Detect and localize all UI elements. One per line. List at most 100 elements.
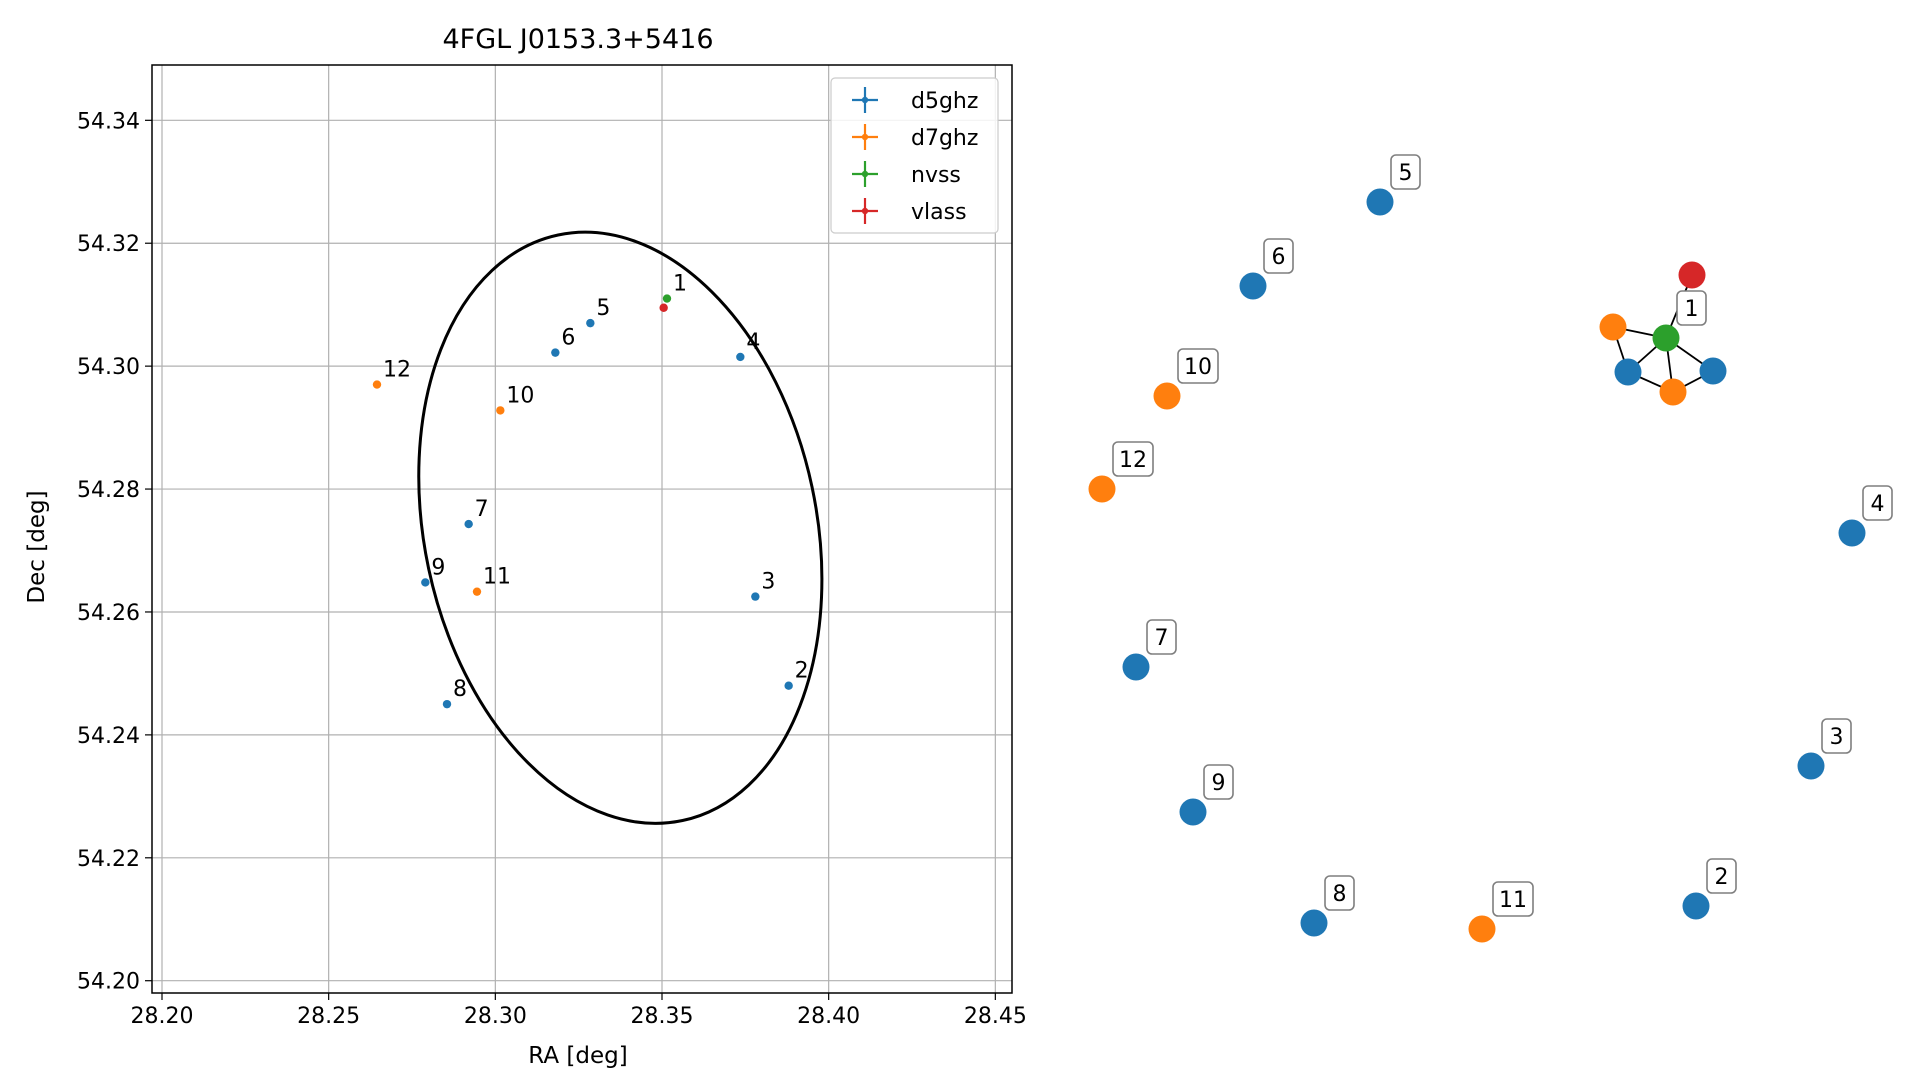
x-axis-label: RA [deg] — [528, 1043, 627, 1069]
graph-node — [1599, 313, 1627, 341]
graph-node — [1838, 519, 1866, 547]
legend-label: nvss — [911, 163, 961, 188]
legend-marker-dot — [861, 133, 869, 141]
legend-label: d5ghz — [911, 89, 978, 114]
point-label: 8 — [453, 677, 467, 702]
data-point-d5ghz — [784, 681, 793, 690]
graph-node-label: 3 — [1830, 725, 1844, 750]
x-tick-label: 28.25 — [297, 1004, 360, 1029]
point-label: 2 — [795, 659, 809, 684]
point-label: 12 — [383, 358, 411, 383]
legend: d5ghz d7ghz nvss vlass — [830, 77, 999, 234]
y-tick-label: 54.34 — [77, 109, 140, 134]
y-axis-label: Dec [deg] — [24, 490, 50, 603]
graph-node — [1179, 798, 1207, 826]
axis-ticks: 28.20 28.25 28.30 28.35 28.40 28.45 54.20 54.22… — [77, 109, 1027, 1029]
graph-node-label-box — [1390, 154, 1421, 190]
graph-node-label-box — [1177, 348, 1219, 384]
graph-node — [1239, 272, 1267, 300]
graph-node — [1153, 382, 1181, 410]
graph-node-label: 5 — [1399, 161, 1413, 186]
x-tick-label: 28.20 — [131, 1004, 194, 1029]
y-tick-label: 54.30 — [77, 355, 140, 380]
data-point-d7ghz — [472, 587, 482, 596]
legend-marker-dot — [861, 170, 869, 178]
graph-node-label-box — [1263, 238, 1294, 274]
legend-label: d7ghz — [911, 126, 978, 151]
graph-node — [1088, 475, 1116, 503]
graph-node — [1300, 909, 1328, 937]
graph-node-label: 12 — [1119, 448, 1147, 473]
graph-node-label: 7 — [1155, 626, 1169, 651]
graph-node-label-box — [1862, 485, 1893, 521]
localization-ellipse-curve — [417, 230, 824, 825]
graph-node-label: 6 — [1272, 245, 1286, 270]
point-label: 6 — [561, 326, 575, 351]
graph-node — [1614, 358, 1642, 386]
data-point-d5ghz — [464, 519, 473, 529]
data-point-d5ghz — [751, 592, 760, 601]
graph-node-label: 4 — [1871, 492, 1885, 517]
legend-label: vlass — [911, 200, 967, 225]
graph-node-label: 8 — [1333, 882, 1347, 907]
graph-node — [1652, 324, 1680, 352]
y-tick-label: 54.28 — [77, 478, 140, 503]
graph-node — [1366, 188, 1394, 216]
graph-node-label-box — [1324, 875, 1355, 911]
chart-title: 4FGL J0153.3+5416 — [442, 24, 713, 55]
graph-node — [1468, 915, 1496, 943]
point-label: 4 — [746, 330, 760, 355]
graph-node-label-box — [1821, 718, 1852, 754]
graph-node-label: 11 — [1499, 888, 1527, 913]
graph-node-label-box — [1492, 881, 1534, 917]
x-tick-label: 28.35 — [631, 1004, 694, 1029]
data-point-d7ghz — [496, 406, 505, 415]
data-point-vlass — [659, 303, 668, 312]
graph-node-label: 10 — [1184, 355, 1212, 380]
graph-node-label-box — [1706, 858, 1737, 894]
point-label: 7 — [475, 497, 489, 522]
graph-node-label: 2 — [1715, 865, 1729, 890]
data-point-d7ghz — [372, 380, 382, 389]
data-point-d5ghz — [421, 578, 430, 587]
data-point-d5ghz — [551, 348, 560, 357]
localization-ellipse — [417, 230, 824, 825]
legend-marker-dot — [861, 207, 869, 215]
graph-node-label-box — [1146, 619, 1177, 655]
data-point-nvss — [662, 294, 672, 303]
point-label: 1 — [673, 272, 687, 297]
data-point-d5ghz — [736, 352, 745, 362]
x-tick-label: 28.40 — [797, 1004, 860, 1029]
point-label: 5 — [596, 296, 610, 321]
y-tick-label: 54.20 — [77, 970, 140, 995]
legend-marker-dot — [861, 96, 869, 104]
graph-node — [1659, 378, 1687, 406]
graph-node — [1678, 261, 1706, 289]
graph-node — [1797, 752, 1825, 780]
legend-box — [830, 77, 999, 234]
plot-frame — [151, 64, 1013, 994]
data-point-d5ghz — [586, 318, 595, 328]
graph-node-label-box — [1676, 290, 1707, 326]
graph-node — [1122, 653, 1150, 681]
data-point-d5ghz — [442, 699, 452, 709]
point-labels: 2 3 4 56 7 8 9 10 11 12 1 — [383, 272, 809, 703]
graph-node-label: 9 — [1212, 771, 1226, 796]
graph-node — [1682, 892, 1710, 920]
graph-nodes — [1088, 188, 1866, 943]
y-tick-label: 54.32 — [77, 232, 140, 257]
point-label: 3 — [761, 570, 775, 595]
graph-node-label-box — [1203, 764, 1234, 800]
x-tick-label: 28.45 — [964, 1004, 1027, 1029]
point-label: 10 — [506, 383, 534, 408]
point-label: 9 — [431, 555, 445, 580]
point-label: 11 — [483, 565, 511, 590]
x-tick-label: 28.30 — [464, 1004, 527, 1029]
y-tick-label: 54.22 — [77, 847, 140, 872]
y-tick-label: 54.26 — [77, 601, 140, 626]
graph-node — [1699, 357, 1727, 385]
